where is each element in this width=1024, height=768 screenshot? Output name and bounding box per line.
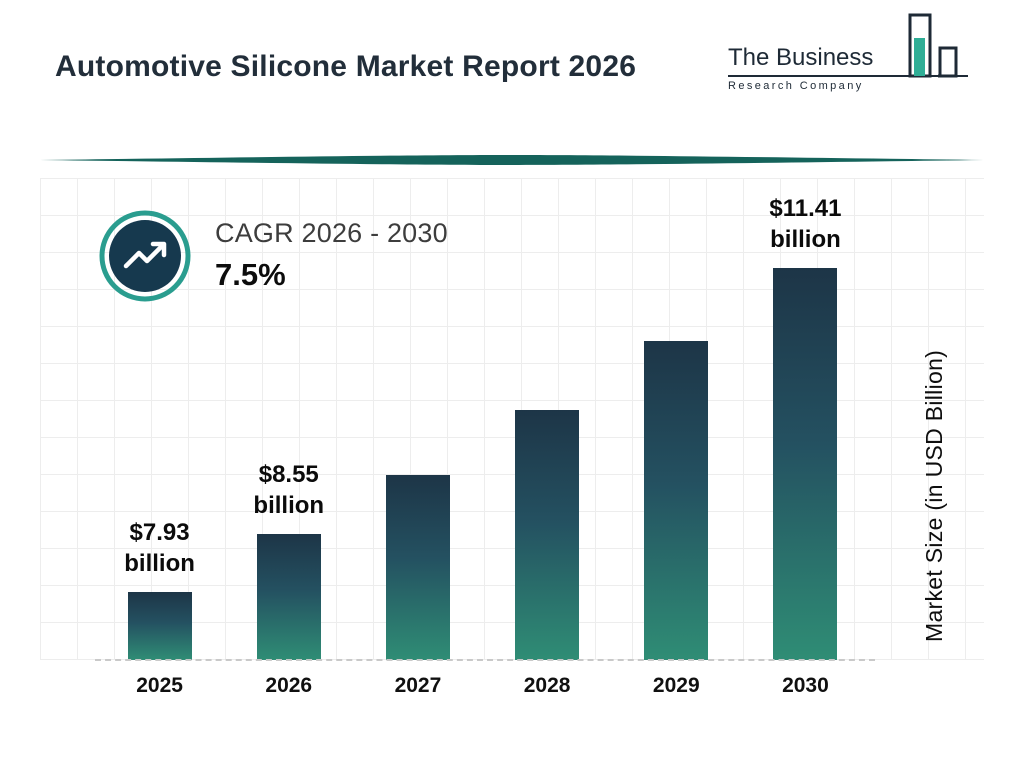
logo-text-line1: The Business: [728, 44, 968, 77]
x-axis-label-2029: 2029: [652, 674, 700, 697]
cagr-label: CAGR 2026 - 2030: [215, 218, 448, 248]
bar-group-2028: [483, 410, 612, 660]
bar-value-label-2025: $7.93 billion: [124, 518, 195, 578]
bar-2028: [515, 410, 580, 660]
x-axis-label-2028: 2028: [523, 674, 571, 697]
bar-group-2026: $8.55 billion: [224, 459, 353, 660]
bar-2027: [385, 475, 450, 660]
y-axis-label: Market Size (in USD Billion): [921, 349, 947, 642]
logo-text-line2: Research Company: [728, 80, 864, 92]
bar-value-label-2030: $11.41 billion: [769, 194, 842, 254]
x-axis-label-2026: 2026: [265, 674, 313, 697]
x-axis-label-2025: 2025: [136, 674, 183, 697]
bar-2025: [127, 592, 192, 660]
bars-row: $7.93 billion $8.55 billion $11.41 billion: [95, 178, 870, 660]
x-axis-row: 2025 2026 2027 2028 2029 2030: [95, 674, 870, 698]
x-axis-label-2027: 2027: [394, 674, 442, 697]
cagr-value: 7.5%: [215, 257, 286, 292]
bar-group-2030: $11.41 billion: [741, 193, 870, 660]
bar-group-2027: [353, 475, 482, 660]
bar-2026: [256, 534, 321, 660]
cagr-text: CAGR 2026 - 2030 7.5%: [215, 218, 448, 293]
bar-group-2025: $7.93 billion: [95, 517, 224, 660]
trending-up-icon: [99, 210, 191, 302]
x-axis-label-2030: 2030: [782, 674, 829, 697]
bar-value-label-2026: $8.55 billion: [253, 460, 325, 520]
header-divider: [40, 154, 984, 166]
company-logo: The Business Research Company: [728, 13, 968, 92]
bar-2029: [644, 341, 709, 660]
cagr-badge: CAGR 2026 - 2030 7.5%: [97, 208, 448, 304]
page-title: Automotive Silicone Market Report 2026: [55, 50, 637, 83]
bar-2030: [773, 268, 838, 660]
bar-group-2029: [612, 341, 741, 660]
chart-baseline: [95, 659, 875, 661]
logo-bars-icon: [908, 13, 958, 78]
